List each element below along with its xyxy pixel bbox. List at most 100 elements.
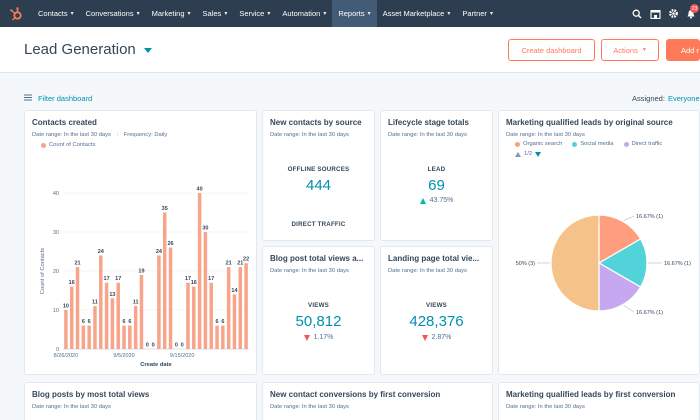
y-tick-label: 20 — [53, 269, 59, 275]
page-title: Lead Generation — [24, 41, 136, 58]
bar-data-label: 21 — [74, 261, 80, 267]
legend-item-social: Social media — [572, 141, 614, 147]
mql-pie-chart: 16.67% (1) 16.67% (1) 16.67% (1) 50% (3) — [516, 214, 691, 316]
filter-dashboard[interactable]: Filter dashboard — [24, 94, 92, 103]
nav-item-sales[interactable]: Sales ▾ — [197, 0, 234, 27]
metric-label: LEAD — [427, 166, 446, 173]
legend-dot — [572, 141, 578, 147]
nav-item-reports[interactable]: Reports ▾ — [332, 0, 377, 27]
card-date-range: Date range: In the last 30 days — [270, 132, 349, 138]
gear-icon[interactable] — [664, 0, 682, 27]
nav-item-asset-marketplace[interactable]: Asset Marketplace ▾ — [377, 0, 457, 27]
top-navigation: Contacts ▾ Conversations ▾ Marketing ▾ Sales ▾ S… — [0, 0, 700, 27]
landing-views-card[interactable]: Landing page total vie... Date range: In… — [380, 246, 493, 375]
bar-data-label: 24 — [98, 249, 105, 255]
notification-badge: 23 — [690, 4, 699, 13]
card-title: Marketing qualified leads by original so… — [506, 118, 673, 127]
dashboard-selector[interactable]: Lead Generation — [24, 41, 152, 58]
x-tick-label: 9/5/2020 — [113, 353, 134, 359]
frequency-text: Frequency: Daily — [123, 132, 168, 138]
hubspot-logo-icon[interactable] — [6, 4, 26, 24]
pie-slice-label: 16.67% (1) — [636, 214, 663, 220]
create-dashboard-button[interactable]: Create dashboard — [508, 39, 595, 61]
legend-label: Social media — [580, 141, 614, 147]
chevron-down-icon: ▾ — [187, 11, 191, 17]
bar — [110, 298, 115, 349]
create-dashboard-label: Create dashboard — [521, 45, 582, 55]
search-icon[interactable] — [628, 0, 646, 27]
bar — [244, 263, 248, 349]
card-date-range: Date range: In the last 30 days — [32, 404, 111, 410]
contacts-created-card[interactable]: Contacts created Date range: In the last… — [24, 110, 257, 375]
nav-item-partner[interactable]: Partner ▾ — [456, 0, 499, 27]
bar-data-label: 0 — [175, 343, 178, 349]
legend-dot — [41, 142, 46, 148]
chevron-down-icon: ▾ — [136, 11, 140, 17]
bar-data-label: 0 — [146, 343, 149, 349]
bar-data-label: 6 — [88, 319, 91, 325]
chevron-down-icon: ▼ — [641, 47, 647, 53]
mql-first-card[interactable]: Marketing qualified leads by first conve… — [498, 382, 700, 420]
chart-legend: Count of Contacts — [41, 142, 95, 148]
pager-next-icon[interactable] — [535, 151, 542, 157]
notifications-icon[interactable]: 23 — [682, 0, 700, 27]
metric-change: 2.87% — [381, 334, 492, 341]
x-tick-label: 9/15/2020 — [170, 353, 194, 359]
bar — [104, 282, 109, 349]
pager-prev-icon[interactable] — [515, 151, 521, 157]
card-title: Lifecycle stage totals — [388, 118, 469, 127]
card-title: Landing page total vie... — [388, 254, 480, 263]
chevron-down-icon: ▾ — [489, 11, 493, 17]
bar — [75, 267, 80, 349]
legend-item: Count of Contacts — [41, 142, 95, 148]
change-value: 2.87% — [431, 334, 452, 341]
bar-data-label: 21 — [237, 261, 243, 267]
nav-item-automation[interactable]: Automation ▾ — [276, 0, 332, 27]
assigned-label: Assigned: — [632, 94, 665, 103]
nav-item-service[interactable]: Service ▾ — [233, 0, 276, 27]
legend-dot — [515, 141, 520, 147]
nav-item-contacts[interactable]: Contacts ▾ — [32, 0, 80, 27]
chevron-down-icon: ▾ — [224, 11, 228, 17]
nav-item-label: Partner — [462, 9, 487, 18]
metric-value: 69 — [428, 177, 445, 194]
separator: | — [116, 132, 119, 138]
new-contacts-card[interactable]: New contacts by source Date range: In th… — [262, 110, 375, 241]
nav-item-label: Asset Marketplace — [382, 9, 445, 18]
bar-data-label: 17 — [185, 276, 191, 282]
pager-text: 1/2 — [524, 151, 533, 157]
legend-label: Organic search — [523, 141, 563, 147]
card-title: New contact conversions by first convers… — [270, 390, 441, 399]
chevron-down-icon: ▾ — [267, 11, 271, 17]
trend-up-icon — [419, 197, 426, 204]
y-tick-label: 10 — [53, 308, 59, 314]
mql-source-card[interactable]: Marketing qualified leads by original so… — [498, 110, 700, 375]
add-report-button[interactable]: Add r — [666, 39, 700, 61]
actions-label: Actions — [613, 45, 638, 55]
marketplace-icon[interactable] — [646, 0, 664, 27]
assigned-filter[interactable]: Assigned: Everyone — [632, 94, 700, 103]
bar-data-label: 6 — [221, 319, 224, 325]
conversions-card[interactable]: New contact conversions by first convers… — [262, 382, 493, 420]
add-report-label: Add r — [681, 45, 699, 55]
nav-item-marketing[interactable]: Marketing ▾ — [146, 0, 197, 27]
pie-slice-label: 16.67% (1) — [636, 310, 663, 316]
legend-dot — [623, 141, 629, 147]
change-value: 1.17% — [313, 334, 334, 341]
bar — [226, 267, 231, 349]
actions-button[interactable]: Actions ▼ — [601, 39, 659, 61]
nav-item-label: Automation — [282, 9, 321, 18]
nav-item-conversations[interactable]: Conversations ▾ — [80, 0, 146, 27]
bar — [93, 306, 97, 349]
trend-down-icon — [421, 334, 428, 341]
bar — [232, 294, 237, 349]
lifecycle-card[interactable]: Lifecycle stage totals Date range: In th… — [380, 110, 493, 241]
card-title: New contacts by source — [270, 118, 362, 127]
y-tick-label: 0 — [56, 347, 59, 353]
blog-views-card[interactable]: Blog post total views a... Date range: I… — [262, 246, 375, 375]
blog-posts-card[interactable]: Blog posts by most total views Date rang… — [24, 382, 257, 420]
bar-data-label: 17 — [104, 276, 110, 282]
bar-data-label: 24 — [156, 249, 163, 255]
bar — [192, 286, 196, 349]
bar-data-label: 0 — [181, 343, 184, 349]
